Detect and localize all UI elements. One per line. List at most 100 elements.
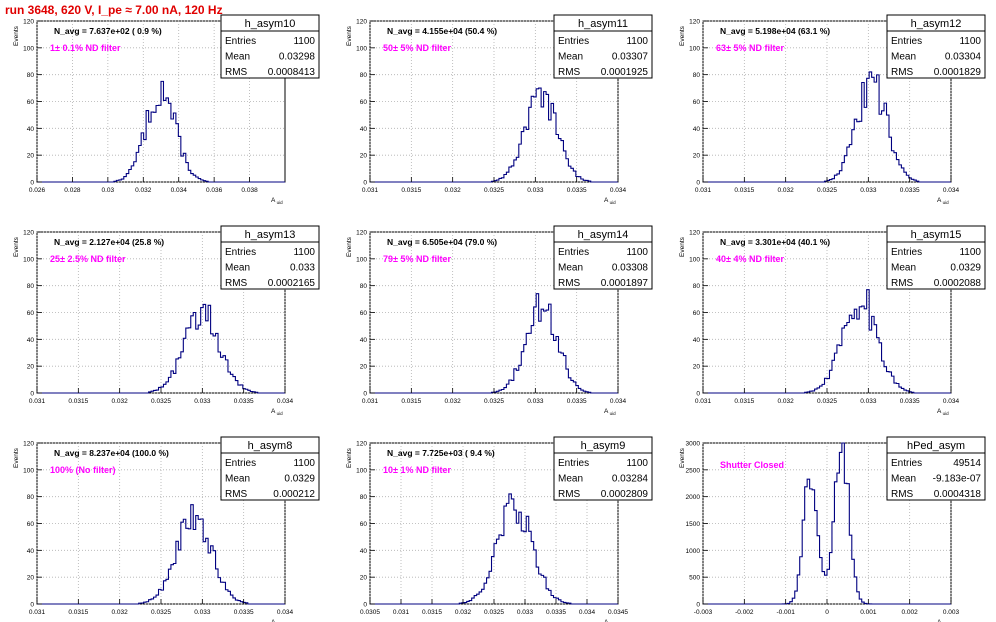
stats-value: 0.03298	[279, 52, 316, 63]
x-tick-label: 0.003	[943, 609, 960, 616]
histogram-panel-h_asym15: 0.031 0.0315 0.032 0.0325 0.033 0.0335 0.034 0 2…	[679, 225, 986, 416]
x-tick-label: 0.034	[943, 398, 960, 405]
navg-label: N_avg = 6.505e+04 (79.0 %)	[387, 237, 497, 247]
stats-label: Mean	[225, 474, 250, 485]
stats-box	[886, 14, 986, 79]
stats-label: Mean	[558, 263, 583, 274]
x-axis-title: A uid	[937, 197, 949, 205]
histogram-line	[370, 493, 618, 605]
x-tick-label: 0.0335	[234, 398, 254, 405]
stats-value: 0.0001925	[601, 67, 649, 78]
y-tick-label: 80	[27, 494, 35, 501]
x-tick-label: 0.0315	[68, 609, 88, 616]
stats-value: 1100	[293, 458, 315, 469]
y-tick-label: 2000	[686, 494, 701, 501]
x-axis-title: A uid	[271, 408, 283, 416]
x-tick-label: 0.038	[241, 187, 258, 194]
stats-label: Entries	[225, 36, 256, 47]
x-axis-title: A uid	[604, 619, 616, 622]
stats-value: 0.0002088	[934, 278, 982, 289]
stats-label: RMS	[891, 278, 914, 289]
y-axis-title: Events	[346, 447, 353, 468]
y-tick-label: 100	[689, 45, 700, 52]
x-tick-label: 0.031	[362, 398, 379, 405]
x-tick-label: 0.033	[527, 398, 544, 405]
y-tick-label: 40	[360, 126, 368, 133]
x-tick-label: 0.033	[194, 609, 211, 616]
stats-label: RMS	[558, 489, 581, 500]
stats-label: Mean	[558, 474, 583, 485]
x-tick-label: 0.034	[579, 609, 596, 616]
x-tick-label: 0.032	[778, 187, 795, 194]
stats-label: Mean	[891, 263, 916, 274]
navg-label: N_avg = 7.637e+02 ( 0.9 %)	[54, 26, 162, 36]
x-tick-label: 0.032	[445, 187, 462, 194]
y-tick-label: 120	[23, 441, 34, 448]
stats-title: h_asym12	[911, 18, 962, 30]
y-axis-title: Events	[13, 447, 20, 468]
y-tick-label: 20	[27, 364, 35, 371]
navg-label: N_avg = 8.237e+04 (100.0 %)	[54, 448, 169, 458]
y-tick-label: 60	[693, 310, 701, 317]
stats-label: RMS	[225, 67, 248, 78]
y-tick-label: 120	[356, 441, 367, 448]
x-tick-label: 0.0325	[484, 187, 504, 194]
y-tick-label: 80	[27, 283, 35, 290]
stats-label: Mean	[225, 52, 250, 63]
x-axis-title: A uid	[604, 197, 616, 205]
x-tick-label: 0.0335	[546, 609, 566, 616]
y-tick-label: 60	[360, 310, 368, 317]
stats-label: RMS	[891, 67, 914, 78]
x-tick-label: 0.034	[277, 609, 294, 616]
filter-label: 100% (No filter)	[50, 465, 116, 475]
y-tick-label: 40	[27, 548, 35, 555]
x-tick-label: 0.0345	[608, 609, 628, 616]
x-tick-label: -0.002	[735, 609, 754, 616]
y-tick-label: 100	[23, 256, 34, 263]
x-tick-label: 0.0315	[734, 187, 754, 194]
stats-label: Entries	[225, 247, 256, 258]
stats-label: Mean	[891, 52, 916, 63]
y-tick-label: 0	[30, 602, 34, 609]
y-tick-label: 1500	[686, 521, 701, 528]
stats-value: 1100	[293, 36, 315, 47]
stats-title: h_asym13	[245, 229, 296, 241]
x-axis-title: A uid	[271, 619, 283, 622]
y-tick-label: 0	[363, 602, 367, 609]
stats-label: Mean	[558, 52, 583, 63]
y-tick-label: 80	[693, 72, 701, 79]
x-tick-label: 0.0315	[734, 398, 754, 405]
y-tick-label: 0	[363, 391, 367, 398]
x-tick-label: 0.032	[455, 609, 472, 616]
x-tick-label: 0.033	[517, 609, 534, 616]
x-tick-label: 0.03	[102, 187, 115, 194]
y-tick-label: 40	[360, 548, 368, 555]
histogram-line	[370, 293, 618, 394]
stats-value: 0.0004318	[934, 489, 982, 500]
filter-label: 50± 5% ND filter	[383, 43, 451, 53]
filter-label: 10± 1% ND filter	[383, 465, 451, 475]
histogram-panel-h_asym10: 0.026 0.028 0.03 0.032 0.034 0.036 0.038 0 20 40 6…	[13, 14, 320, 205]
x-tick-label: 0.0325	[817, 398, 837, 405]
x-tick-label: 0.0305	[360, 609, 380, 616]
x-tick-label: 0.0335	[567, 187, 587, 194]
histogram-line	[703, 442, 951, 605]
y-tick-label: 60	[693, 99, 701, 106]
stats-label: RMS	[558, 278, 581, 289]
stats-box	[220, 436, 320, 501]
y-tick-label: 60	[27, 310, 35, 317]
x-tick-label: 0.032	[112, 398, 129, 405]
stats-value: 1100	[626, 36, 648, 47]
y-tick-label: 20	[693, 153, 701, 160]
y-tick-label: 100	[356, 467, 367, 474]
x-tick-label: 0.031	[695, 187, 712, 194]
histogram-panel-h_asym11: 0.031 0.0315 0.032 0.0325 0.033 0.0335 0.034 0 2…	[346, 14, 653, 205]
histogram-panel-h_asym13: 0.031 0.0315 0.032 0.0325 0.033 0.0335 0.034 0 2…	[13, 225, 320, 416]
x-tick-label: 0.0335	[567, 398, 587, 405]
stats-value: 0.0002809	[601, 489, 649, 500]
x-tick-label: 0.033	[860, 398, 877, 405]
filter-label: 63± 5% ND filter	[716, 43, 784, 53]
y-tick-label: 20	[360, 153, 368, 160]
x-tick-label: 0.033	[194, 398, 211, 405]
y-tick-label: 120	[23, 230, 34, 237]
